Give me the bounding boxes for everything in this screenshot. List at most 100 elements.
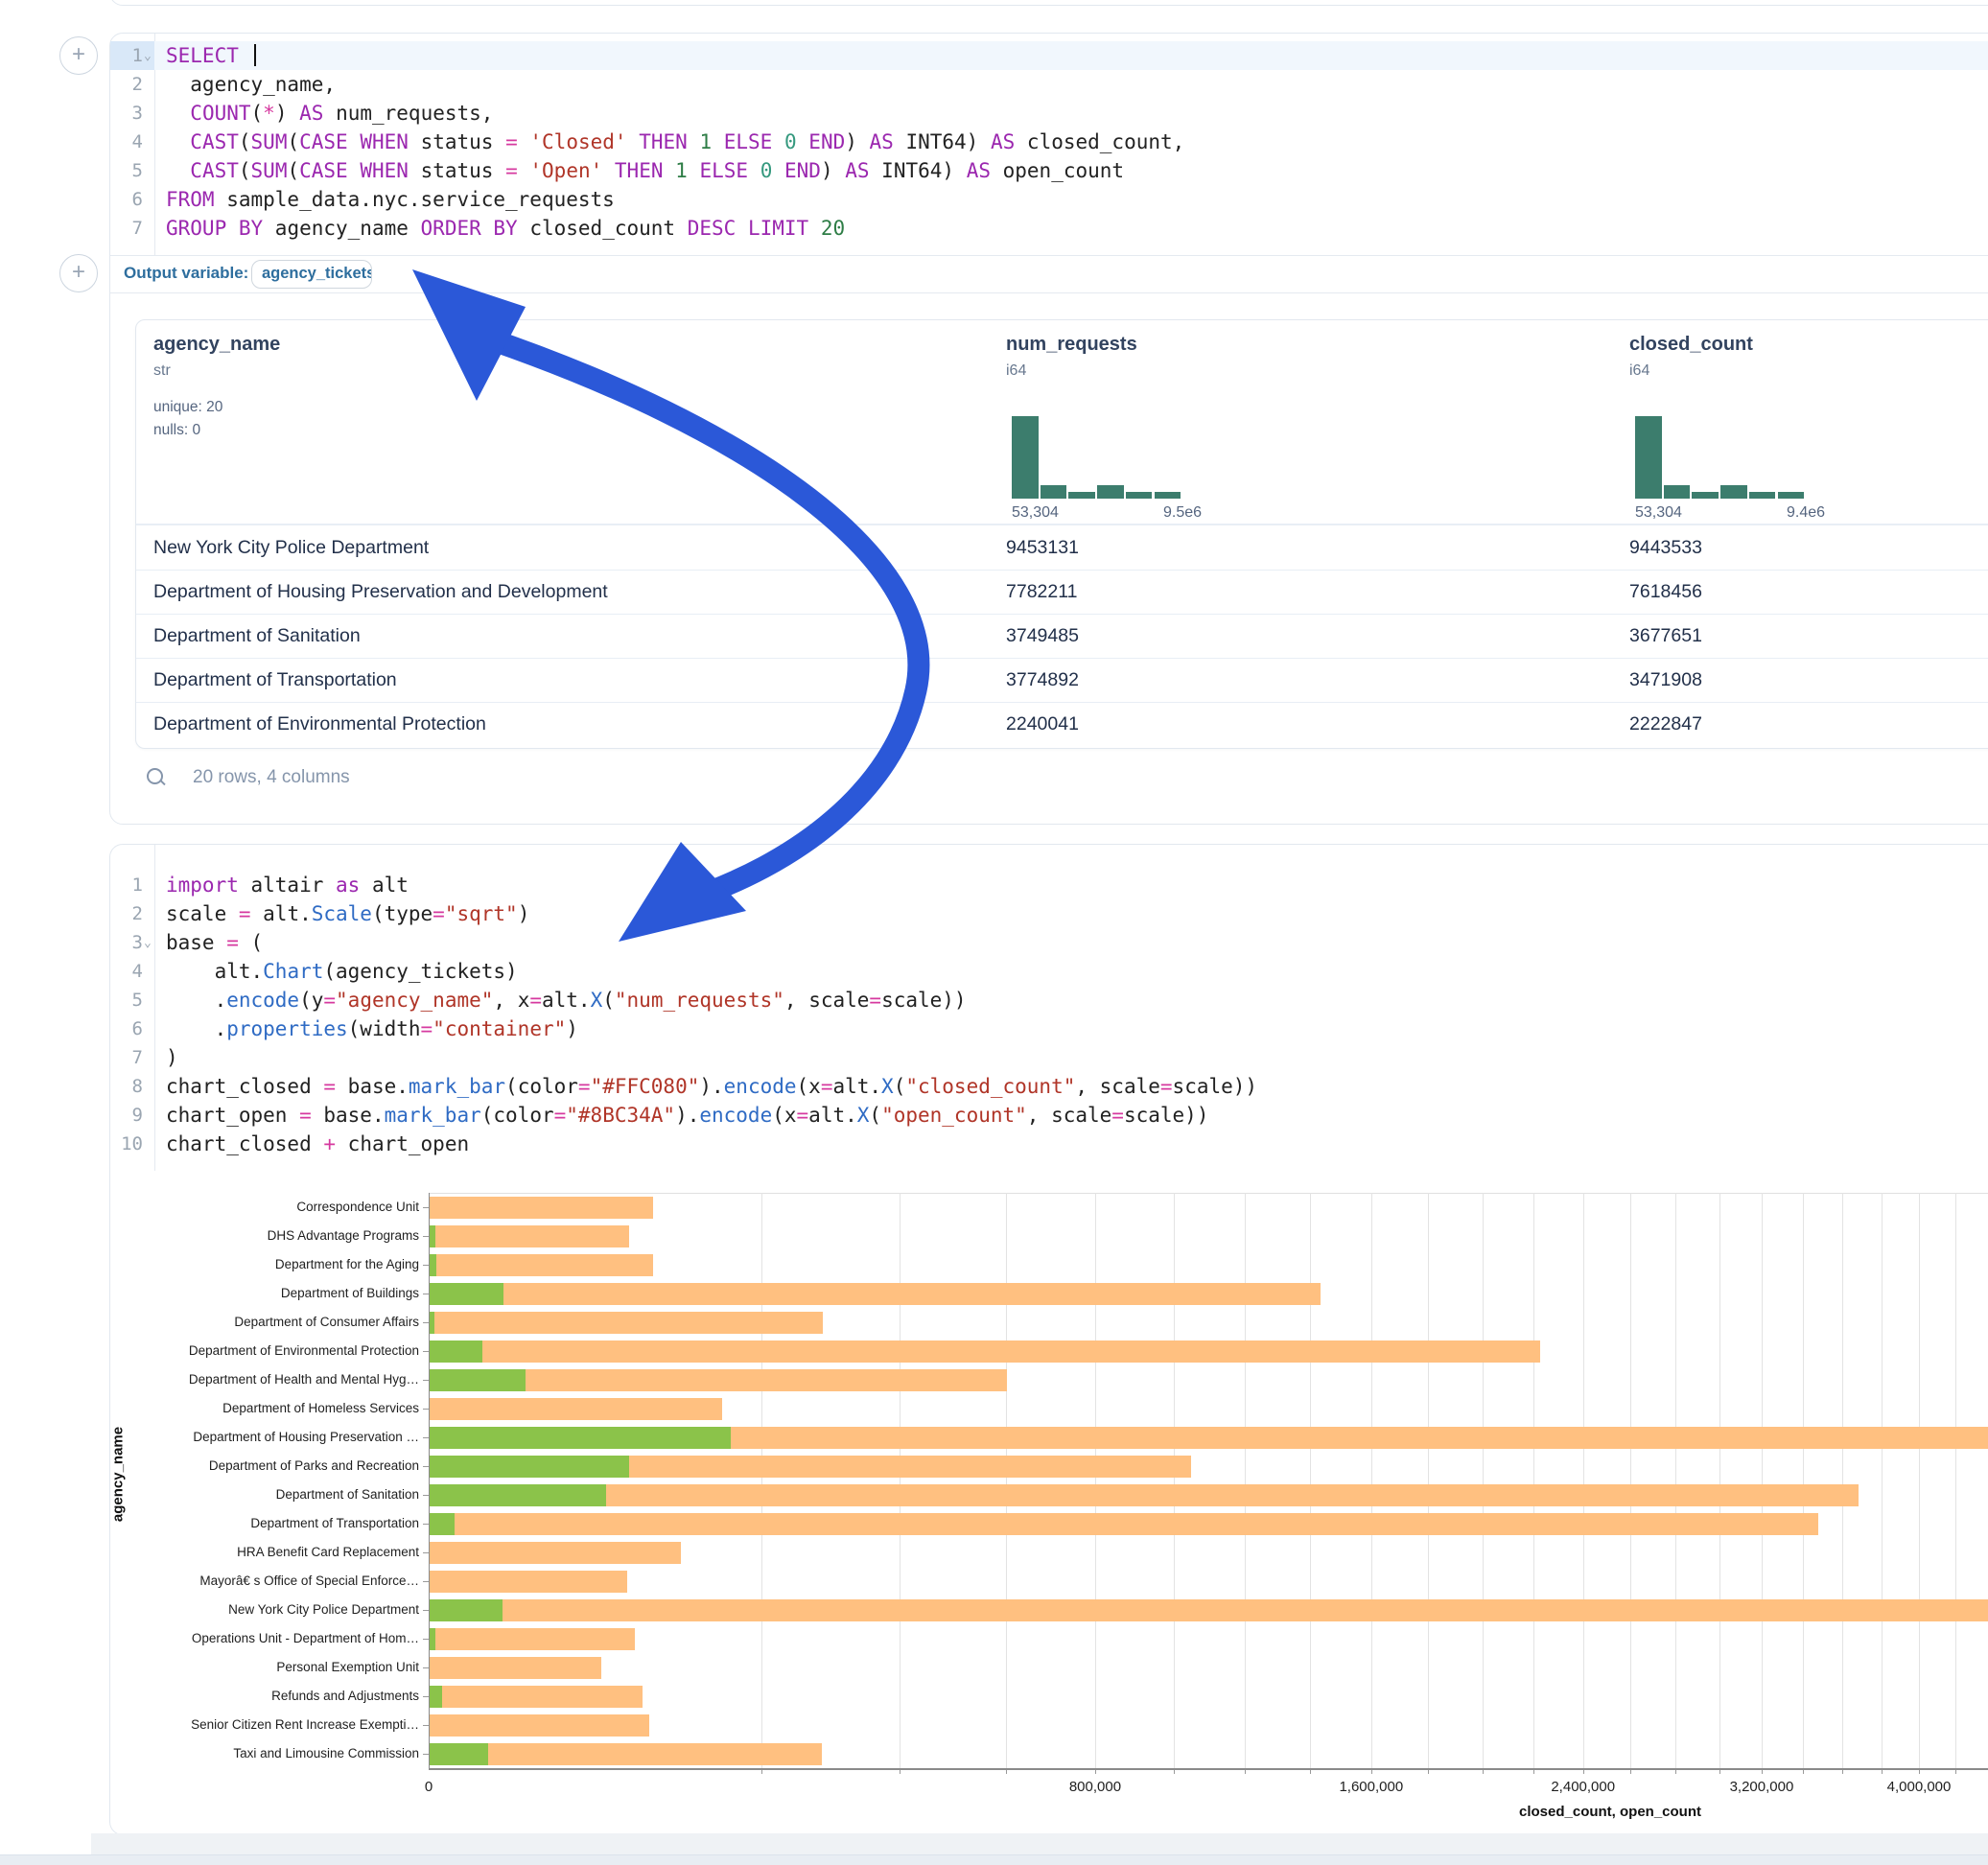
bar-open-count <box>430 1456 629 1478</box>
line-number: 1 <box>110 871 143 899</box>
line-gutter: 1⌄ <box>110 41 154 70</box>
column-type: i64 <box>1629 362 1649 380</box>
code-text: scale = alt.Scale(type="sqrt") <box>166 899 529 928</box>
y-axis-label: Department of Parks and Recreation <box>131 1458 419 1473</box>
cell-agency-name: Department of Environmental Protection <box>153 702 486 746</box>
cell-number: 7618456 <box>1629 570 1702 614</box>
y-axis-label: Correspondence Unit <box>131 1200 419 1214</box>
output-variable-row: Output variable: agency_tickets <box>110 255 1988 293</box>
code-text: chart_open = base.mark_bar(color="#8BC34… <box>166 1101 1208 1130</box>
previous-cell-edge <box>109 0 1988 6</box>
altair-chart: Correspondence Unit DHS Advantage Program… <box>110 1171 1988 1834</box>
python-cell-card: 1import altair as alt2 scale = alt.Scale(… <box>109 844 1988 1835</box>
y-axis-label: Refunds and Adjustments <box>131 1689 419 1703</box>
code-line: 6 .properties(width="container") <box>110 1014 1988 1043</box>
y-axis-domain <box>429 1193 430 1768</box>
line-gutter: 1 <box>110 871 154 899</box>
output-variable-pill[interactable]: agency_tickets <box>251 260 372 289</box>
y-axis-label: Department of Buildings <box>131 1286 419 1300</box>
table-row[interactable]: Department of Transportation377489234719… <box>136 658 1988 702</box>
line-gutter: 2 <box>110 70 154 99</box>
y-axis-label: Personal Exemption Unit <box>131 1660 419 1674</box>
code-text: CAST(SUM(CASE WHEN status = 'Open' THEN … <box>166 156 1124 185</box>
y-axis-label: Senior Citizen Rent Increase Exempti… <box>131 1717 419 1732</box>
line-number: 3 <box>110 99 143 128</box>
bar-open-count <box>430 1513 455 1535</box>
x-axis-tick-label: 4,000,000 <box>1861 1779 1976 1795</box>
table-row[interactable]: Department of Sanitation37494853677651 <box>136 614 1988 658</box>
gridline <box>1428 1193 1429 1768</box>
bar-closed-count <box>430 1628 635 1650</box>
code-line: 3⌄base = ( <box>110 928 1988 957</box>
line-gutter: 4 <box>110 957 154 986</box>
table-row[interactable]: Department of Housing Preservation and D… <box>136 570 1988 614</box>
line-number: 4 <box>110 957 143 986</box>
cell-agency-name: New York City Police Department <box>153 525 429 570</box>
y-axis-label: New York City Police Department <box>131 1602 419 1617</box>
x-axis-tick-label: 0 <box>371 1779 486 1795</box>
bar-closed-count <box>430 1340 1540 1363</box>
code-text: chart_closed = base.mark_bar(color="#FFC… <box>166 1072 1257 1101</box>
table-row[interactable]: New York City Police Department945313194… <box>136 525 1988 570</box>
bar-closed-count <box>430 1197 653 1219</box>
x-axis-domain <box>429 1768 1988 1770</box>
fold-chevron-icon[interactable]: ⌄ <box>144 928 152 959</box>
column-header[interactable]: num_requests <box>1006 334 1137 356</box>
bar-open-count <box>430 1283 503 1305</box>
code-line: 7GROUP BY agency_name ORDER BY closed_co… <box>110 214 1988 243</box>
y-axis-label: Department of Environmental Protection <box>131 1343 419 1358</box>
line-number: 1 <box>110 41 143 70</box>
table-row[interactable]: Department of Environmental Protection 22… <box>136 702 1988 746</box>
search-icon[interactable] <box>147 768 163 784</box>
histogram-bar <box>1720 485 1747 499</box>
code-line: 10chart_closed + chart_open <box>110 1130 1988 1158</box>
column-histogram <box>1012 416 1182 499</box>
gridline <box>1533 1193 1534 1768</box>
code-line: 3 COUNT(*) AS num_requests, <box>110 99 1988 128</box>
add-cell-button-middle[interactable]: + <box>59 254 98 292</box>
code-text: .encode(y="agency_name", x=alt.X("num_re… <box>166 986 967 1014</box>
y-axis-label: Department of Sanitation <box>131 1487 419 1502</box>
histogram-bar <box>1635 416 1662 499</box>
text-caret <box>254 44 256 66</box>
cell-number: 3677651 <box>1629 614 1702 658</box>
y-axis-label: Operations Unit - Department of Hom… <box>131 1631 419 1645</box>
line-number: 3 <box>110 928 143 957</box>
bar-open-count <box>430 1686 442 1708</box>
y-axis-label: Mayorâ€ s Office of Special Enforce… <box>131 1574 419 1588</box>
code-line: 1import altair as alt <box>110 871 1988 899</box>
y-axis-label: DHS Advantage Programs <box>131 1228 419 1243</box>
gridline <box>1310 1193 1311 1768</box>
bar-open-count <box>430 1225 435 1247</box>
line-gutter: 6 <box>110 185 154 214</box>
chart-y-axis-title: agency_name <box>110 1398 127 1551</box>
sql-cell-card: 1⌄ SELECT 2 agency_name,3 COUNT(*) AS num… <box>109 33 1988 825</box>
code-line: 4 CAST(SUM(CASE WHEN status = 'Closed' T… <box>110 128 1988 156</box>
line-gutter: 7 <box>110 214 154 243</box>
sql-code-editor[interactable]: 1⌄ SELECT 2 agency_name,3 COUNT(*) AS num… <box>110 34 1988 255</box>
column-header[interactable]: agency_name <box>153 334 280 356</box>
bar-closed-count <box>430 1312 823 1334</box>
column-histogram <box>1635 416 1806 499</box>
cell-number: 3471908 <box>1629 658 1702 702</box>
cell-number: 2240041 <box>1006 702 1079 746</box>
add-cell-button-top[interactable]: + <box>59 36 98 75</box>
line-gutter: 8 <box>110 1072 154 1101</box>
code-line: 1⌄ SELECT <box>110 41 1988 70</box>
code-text: SELECT <box>166 41 256 70</box>
bar-closed-count <box>430 1599 1988 1621</box>
fold-chevron-icon[interactable]: ⌄ <box>144 41 152 72</box>
code-line: 2 agency_name, <box>110 70 1988 99</box>
column-header[interactable]: closed_count <box>1629 334 1753 356</box>
x-axis-tick-label: 800,000 <box>1038 1779 1153 1795</box>
line-number: 9 <box>110 1101 143 1130</box>
histogram-bar <box>1068 492 1095 499</box>
bar-closed-count <box>430 1513 1818 1535</box>
python-code-editor[interactable]: 1import altair as alt2 scale = alt.Scale(… <box>110 845 1988 1171</box>
line-number: 2 <box>110 899 143 928</box>
gridline <box>1803 1193 1804 1768</box>
bar-open-count <box>430 1340 482 1363</box>
bar-open-count <box>430 1484 606 1506</box>
cell-number: 3749485 <box>1006 614 1079 658</box>
code-text: agency_name, <box>166 70 336 99</box>
